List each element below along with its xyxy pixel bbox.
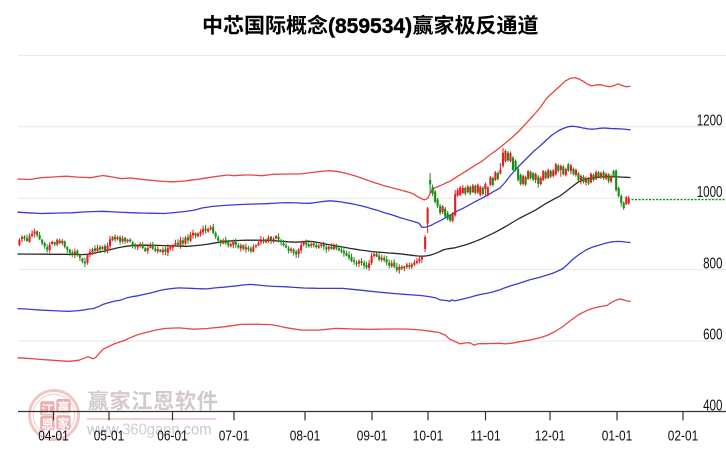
svg-text:08-01: 08-01 xyxy=(290,427,320,444)
svg-text:01-01: 01-01 xyxy=(602,427,632,444)
svg-text:07-01: 07-01 xyxy=(219,427,249,444)
svg-text:1200: 1200 xyxy=(697,113,723,130)
svg-text:05-01: 05-01 xyxy=(94,427,124,444)
svg-text:400: 400 xyxy=(703,397,723,414)
svg-text:10-01: 10-01 xyxy=(413,427,443,444)
svg-text:04-01: 04-01 xyxy=(38,427,68,444)
svg-text:1000: 1000 xyxy=(697,184,723,201)
svg-text:09-01: 09-01 xyxy=(357,427,387,444)
svg-text:12-01: 12-01 xyxy=(535,427,565,444)
svg-text:06-01: 06-01 xyxy=(157,427,187,444)
svg-text:800: 800 xyxy=(703,255,723,272)
svg-text:(859534): (859534) xyxy=(328,15,412,38)
svg-text:11-01: 11-01 xyxy=(470,427,500,444)
svg-text:www.360gann.com: www.360gann.com xyxy=(86,422,211,439)
svg-text:600: 600 xyxy=(703,327,723,344)
svg-text:02-01: 02-01 xyxy=(668,427,698,444)
